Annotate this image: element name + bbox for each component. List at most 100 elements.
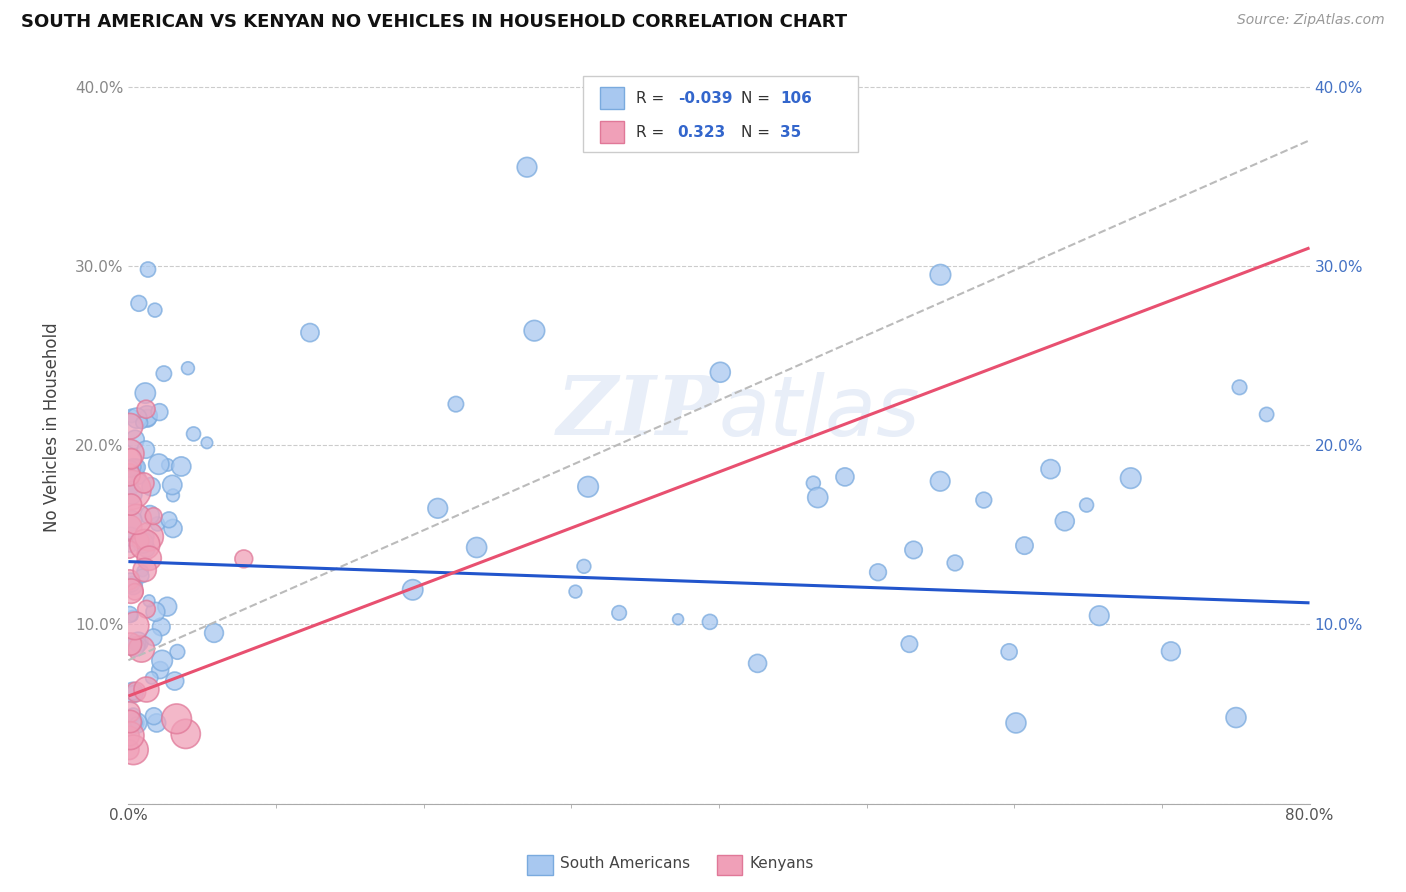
Point — [132, 475, 155, 490]
Point — [146, 516, 169, 531]
Point — [148, 405, 170, 419]
Point — [124, 584, 146, 599]
Point — [118, 705, 141, 719]
Point — [120, 714, 142, 729]
Point — [135, 602, 157, 616]
Point — [572, 559, 595, 574]
Point — [125, 685, 148, 699]
Point — [125, 512, 148, 526]
Point — [120, 637, 142, 651]
Point — [135, 402, 157, 417]
Text: atlas: atlas — [718, 372, 921, 452]
Point — [118, 419, 141, 434]
Point — [136, 409, 159, 423]
Text: N =: N = — [741, 125, 775, 139]
Text: -0.039: -0.039 — [678, 91, 733, 105]
Point — [136, 411, 159, 425]
Point — [136, 262, 159, 277]
Point — [142, 709, 165, 723]
Y-axis label: No Vehicles in Household: No Vehicles in Household — [44, 322, 60, 532]
Text: South Americans: South Americans — [560, 856, 690, 871]
Point — [134, 563, 156, 577]
Point — [183, 426, 205, 441]
Point — [120, 483, 142, 497]
Point — [162, 488, 184, 502]
Point — [124, 686, 146, 700]
Point — [138, 530, 160, 544]
Point — [118, 467, 141, 482]
Point — [150, 654, 173, 668]
Point — [143, 303, 166, 318]
Point — [135, 541, 157, 556]
Point — [973, 493, 995, 508]
Point — [132, 535, 155, 549]
Point — [149, 663, 172, 677]
Point — [929, 268, 952, 282]
Text: R =: R = — [636, 91, 669, 105]
Point — [120, 498, 142, 512]
Point — [516, 160, 538, 174]
Point — [747, 657, 769, 671]
Point — [124, 433, 146, 447]
Point — [122, 686, 145, 700]
Point — [866, 566, 889, 580]
Point — [523, 324, 546, 338]
Point — [121, 514, 143, 528]
Point — [157, 513, 180, 527]
Text: 106: 106 — [780, 91, 813, 105]
Point — [136, 530, 159, 544]
Point — [202, 626, 225, 640]
Point — [142, 630, 165, 644]
Point — [120, 584, 142, 599]
Point — [156, 599, 179, 614]
Point — [1229, 380, 1251, 394]
Point — [166, 712, 188, 726]
Point — [120, 462, 142, 476]
Point — [129, 533, 152, 548]
Point — [145, 605, 167, 619]
Point — [666, 612, 689, 626]
Text: R =: R = — [636, 125, 669, 139]
Point — [148, 457, 170, 471]
Point — [145, 715, 167, 730]
Point — [998, 645, 1021, 659]
Point — [118, 742, 141, 756]
Point — [125, 459, 148, 474]
Point — [118, 729, 141, 743]
Point — [127, 637, 149, 651]
Point — [903, 543, 925, 558]
Point — [174, 727, 197, 741]
Point — [118, 573, 141, 587]
Point — [135, 682, 157, 697]
Point — [834, 470, 856, 484]
Point — [124, 640, 146, 654]
Point — [124, 619, 146, 633]
Point — [127, 460, 149, 475]
Text: 0.323: 0.323 — [678, 125, 725, 139]
Point — [122, 743, 145, 757]
Point — [402, 582, 425, 597]
Point — [138, 594, 160, 608]
Point — [122, 459, 145, 474]
Point — [801, 476, 824, 491]
Point — [709, 365, 731, 379]
Text: 35: 35 — [780, 125, 801, 139]
Point — [1014, 539, 1036, 553]
Point — [1039, 462, 1062, 476]
Point — [122, 708, 145, 723]
Point — [898, 637, 921, 651]
Point — [139, 508, 162, 522]
Point — [128, 470, 150, 484]
Point — [444, 397, 467, 411]
Point — [139, 480, 162, 494]
Point — [134, 538, 156, 552]
Point — [134, 386, 156, 401]
Point — [1005, 715, 1028, 730]
Point — [1088, 608, 1111, 623]
Point — [118, 542, 141, 557]
Point — [177, 361, 200, 376]
Text: SOUTH AMERICAN VS KENYAN NO VEHICLES IN HOUSEHOLD CORRELATION CHART: SOUTH AMERICAN VS KENYAN NO VEHICLES IN … — [21, 13, 848, 31]
Point — [127, 635, 149, 649]
Point — [131, 569, 153, 583]
Point — [163, 674, 186, 689]
